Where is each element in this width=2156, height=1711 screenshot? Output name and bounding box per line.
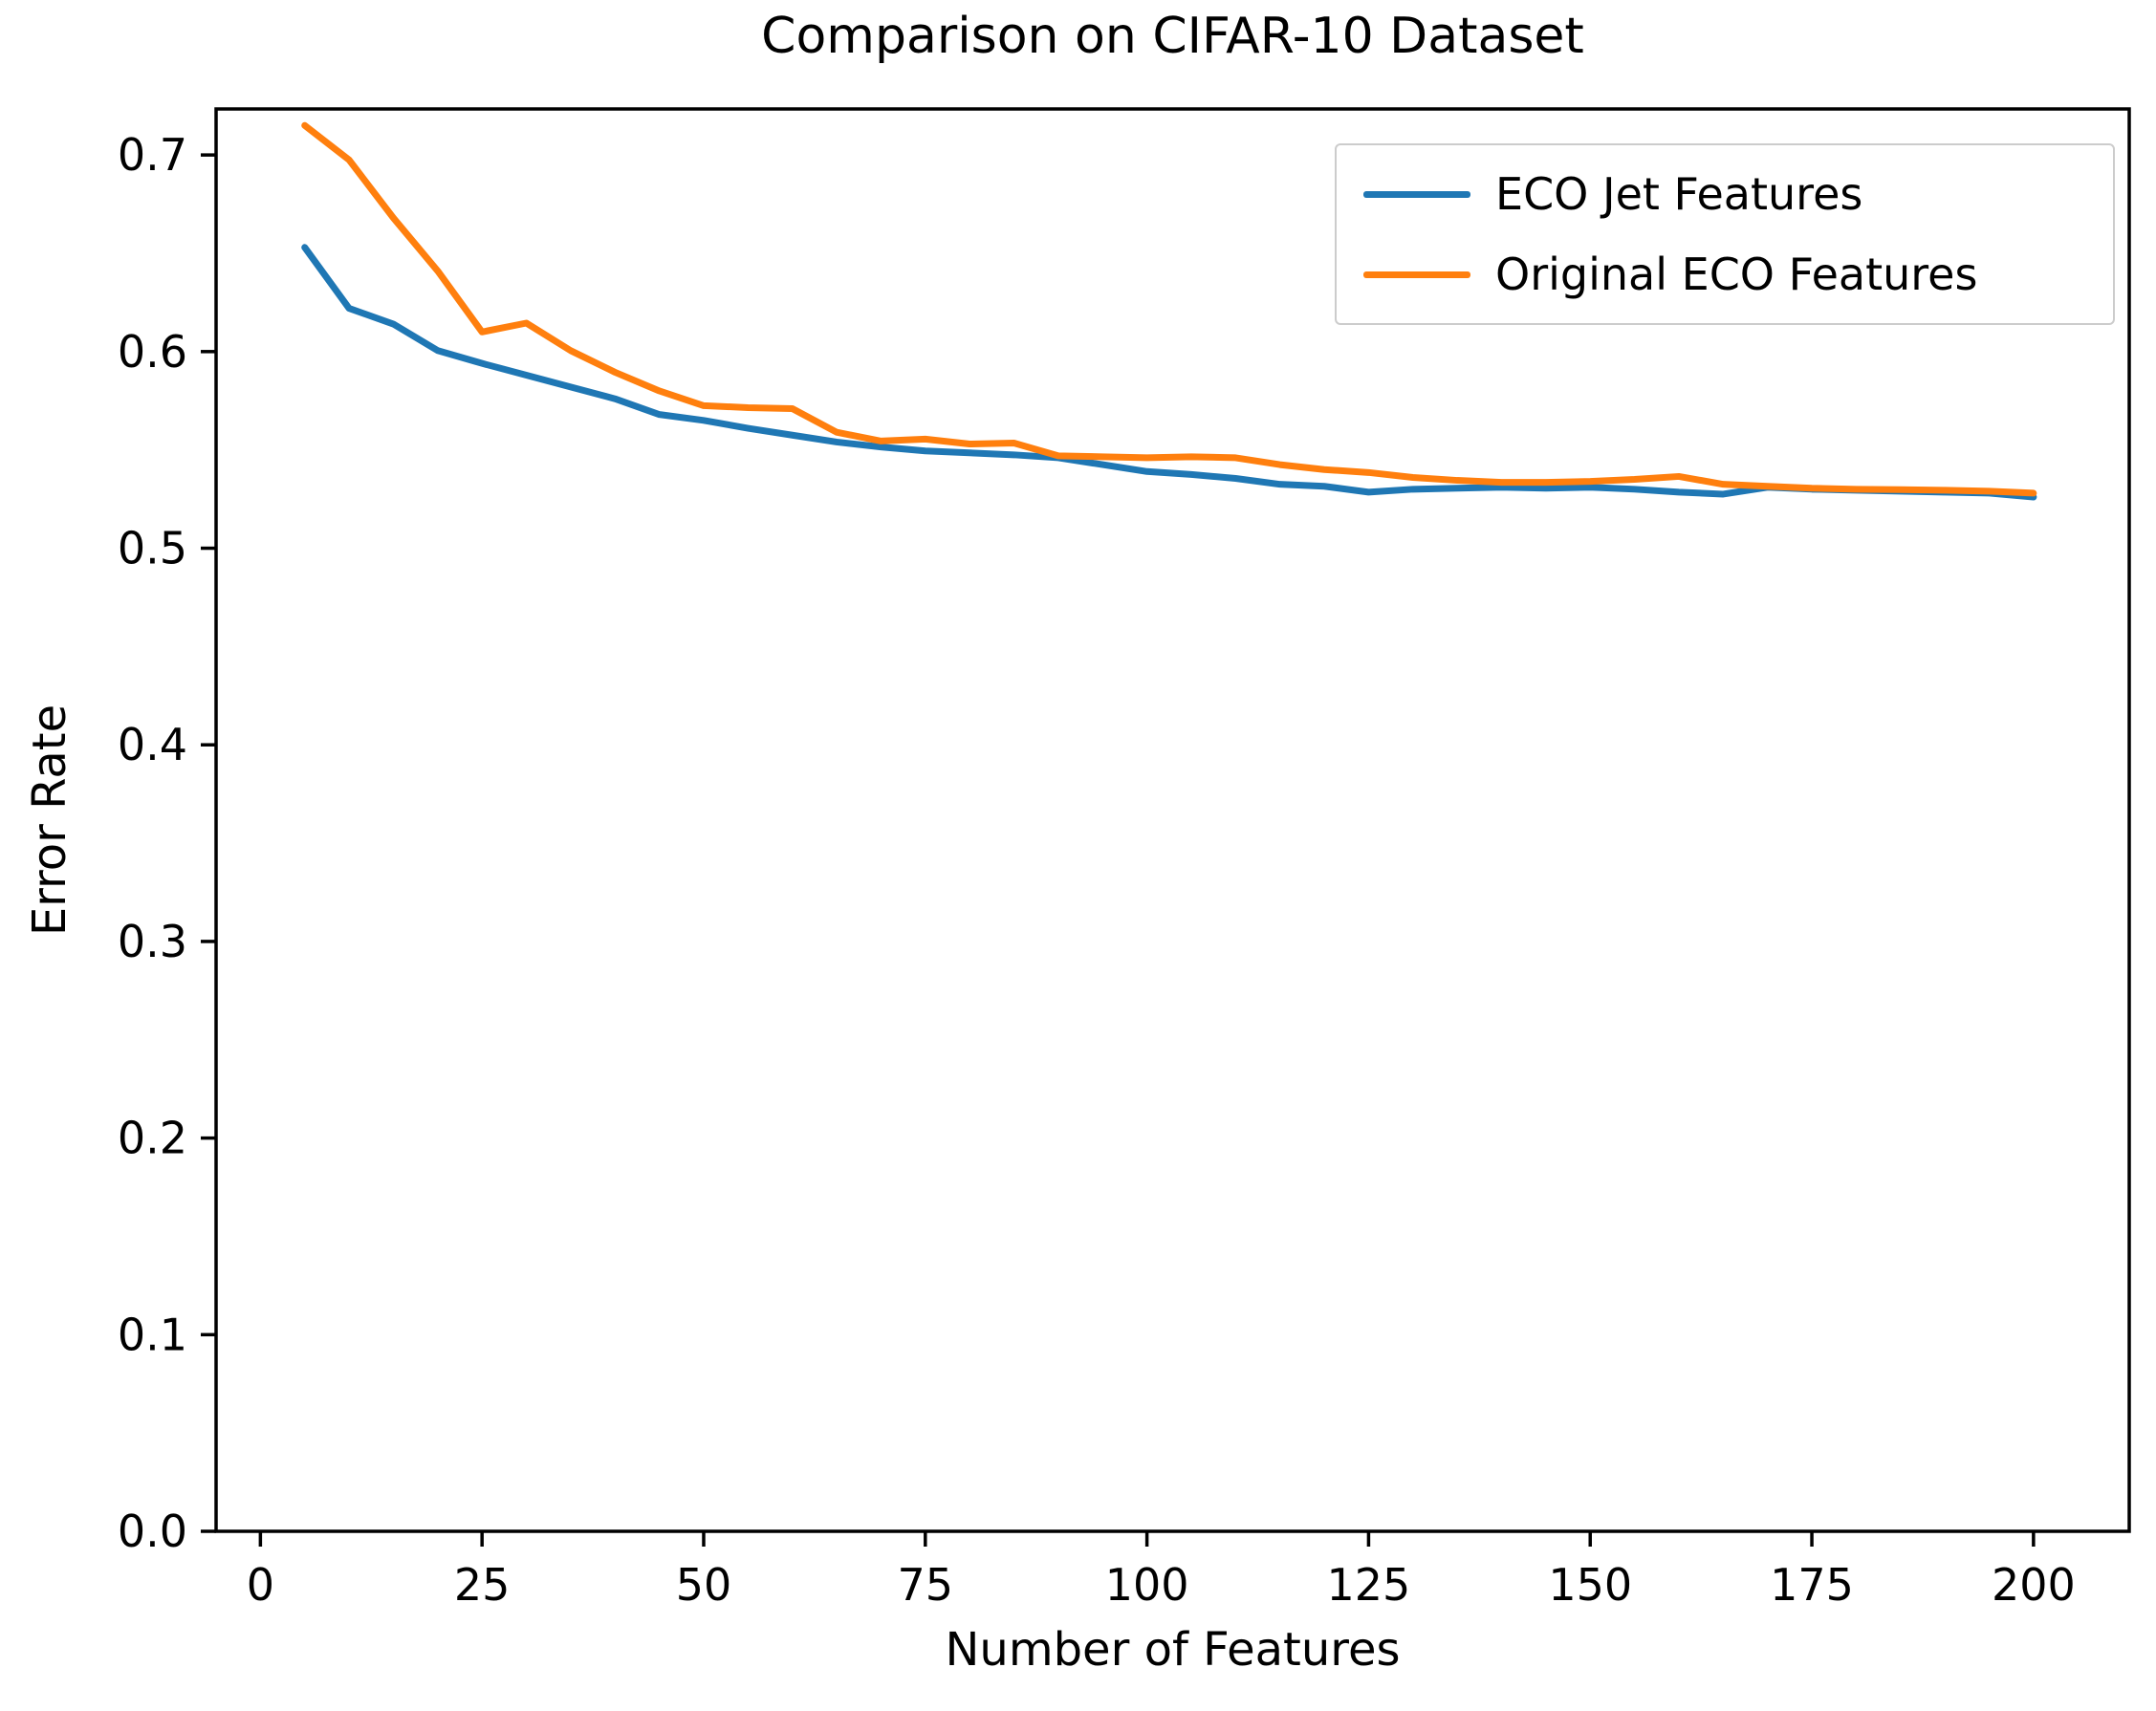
y-axis-label: Error Rate — [23, 704, 76, 937]
x-tick-label: 50 — [676, 1559, 732, 1611]
y-tick-label: 0.6 — [118, 326, 187, 378]
x-tick-label: 75 — [898, 1559, 954, 1611]
y-tick-label: 0.2 — [118, 1113, 187, 1164]
legend-line-swatch-orange — [1363, 271, 1470, 278]
legend-line-swatch-blue — [1363, 190, 1470, 198]
line-original-eco-features — [301, 121, 2037, 497]
line-eco-jet-features — [301, 244, 2037, 501]
y-tick-label: 0.7 — [118, 129, 187, 181]
y-tick-label: 0.1 — [118, 1309, 187, 1360]
y-tick-label: 0.5 — [118, 523, 187, 574]
x-tick-label: 0 — [247, 1559, 274, 1611]
y-tick-label: 0.3 — [118, 916, 187, 967]
x-tick-label: 25 — [454, 1559, 511, 1611]
legend: ECO Jet Features Original ECO Features — [1335, 143, 2115, 325]
legend-label: ECO Jet Features — [1495, 168, 1863, 220]
chart-title: Comparison on CIFAR-10 Dataset — [761, 8, 1584, 65]
x-axis-label: Number of Features — [945, 1623, 1401, 1677]
y-tick-label: 0.4 — [118, 719, 187, 770]
x-tick-label: 175 — [1770, 1559, 1854, 1611]
legend-label: Original ECO Features — [1495, 249, 1978, 300]
y-tick-label: 0.0 — [118, 1505, 187, 1557]
legend-entry-eco-jet: ECO Jet Features — [1363, 168, 2090, 220]
legend-entry-original-eco: Original ECO Features — [1363, 249, 2090, 300]
x-tick-label: 100 — [1105, 1559, 1189, 1611]
x-tick-label: 150 — [1548, 1559, 1632, 1611]
plot-border — [214, 107, 2131, 1533]
x-tick-label: 200 — [1992, 1559, 2076, 1611]
x-tick-label: 125 — [1327, 1559, 1411, 1611]
